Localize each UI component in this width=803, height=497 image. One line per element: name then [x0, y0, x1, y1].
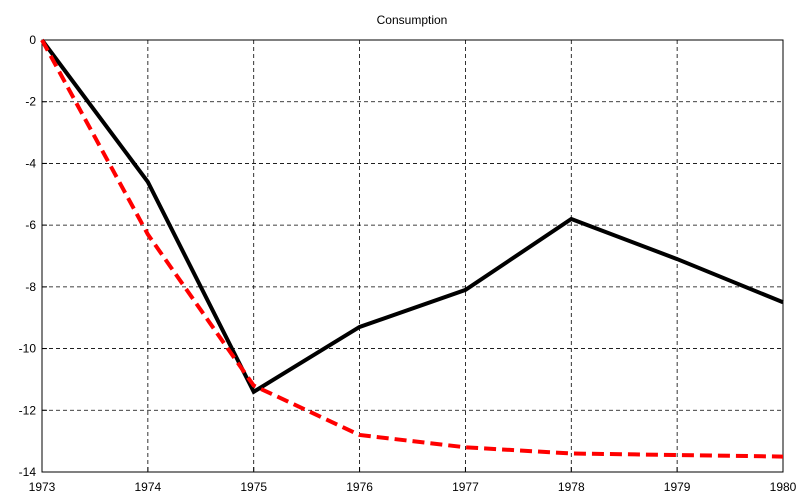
y-tick-label: -8 — [25, 280, 36, 294]
y-tick-label: -6 — [25, 218, 36, 232]
x-tick-label: 1978 — [558, 480, 585, 494]
x-tick-label: 1977 — [452, 480, 479, 494]
chart-title: Consumption — [377, 13, 448, 27]
series-line — [40, 38, 784, 395]
x-tick-label: 1980 — [770, 480, 797, 494]
y-tick-label: 0 — [29, 33, 36, 47]
y-tick-label: -2 — [25, 95, 36, 109]
plot-frame — [41, 39, 784, 473]
x-tick-label: 1973 — [29, 480, 56, 494]
x-tick-label: 1975 — [240, 480, 267, 494]
y-tick-label: -14 — [19, 465, 37, 479]
y-tick-label: -10 — [19, 342, 37, 356]
y-tick-label: -12 — [19, 403, 37, 417]
series-line — [40, 39, 784, 459]
y-tick-label: -4 — [25, 156, 36, 170]
x-tick-label: 1979 — [664, 480, 691, 494]
x-tick-label: 1974 — [135, 480, 162, 494]
x-tick-label: 1976 — [346, 480, 373, 494]
